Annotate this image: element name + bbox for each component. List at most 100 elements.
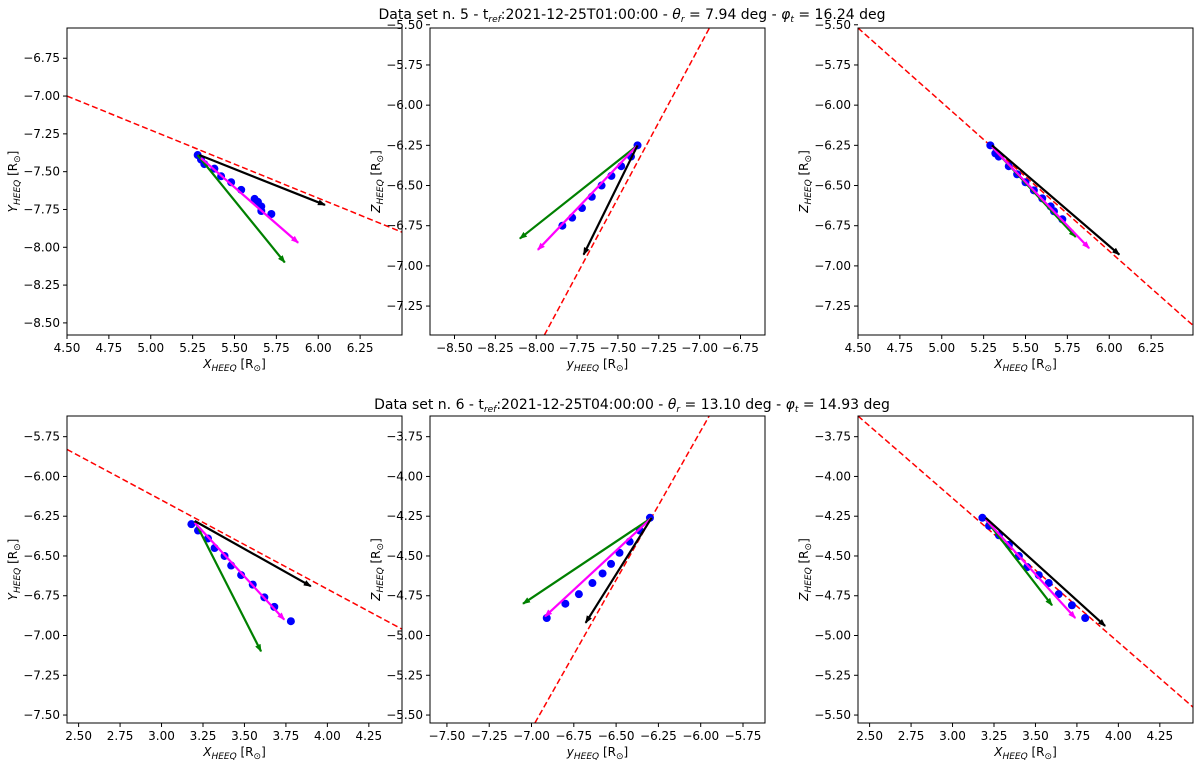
- y-tick-label: −6.50: [814, 179, 851, 193]
- x-tick-label: 5.75: [1054, 341, 1081, 355]
- data-point: [574, 590, 583, 599]
- x-tick-label: 3.25: [981, 729, 1008, 743]
- x-tick-label: −7.25: [471, 729, 508, 743]
- x-tick-label: −5.75: [725, 729, 762, 743]
- y-axis-label: ZHEEQ [R⊙]: [797, 150, 814, 214]
- plot-area: [858, 28, 1193, 326]
- green-arrow: [193, 520, 263, 653]
- x-tick-label: 2.50: [856, 729, 883, 743]
- x-tick-label: 3.75: [273, 729, 300, 743]
- green-arrow: [196, 154, 286, 264]
- data-point: [1081, 614, 1090, 623]
- y-tick-label: −7.25: [814, 299, 851, 313]
- axes-frame: [429, 27, 766, 336]
- data-point: [588, 579, 597, 588]
- x-tick-label: 4.50: [845, 341, 872, 355]
- data-point: [270, 602, 279, 611]
- x-tick-label: −6.75: [555, 729, 592, 743]
- y-tick-label: −4.50: [814, 549, 851, 563]
- data-point: [1067, 601, 1076, 610]
- x-tick-label: 4.00: [1105, 729, 1132, 743]
- fit-line: [67, 95, 402, 233]
- x-tick-label: 2.75: [898, 729, 925, 743]
- x-tick-label: −7.25: [640, 341, 677, 355]
- y-tick-label: −7.00: [814, 259, 851, 273]
- x-tick-label: 4.25: [355, 729, 382, 743]
- magenta-arrow: [984, 518, 1077, 619]
- y-tick-label: −4.00: [386, 469, 423, 483]
- y-tick-label: −7.00: [23, 89, 60, 103]
- y-axis-label: ZHEEQ [R⊙]: [369, 150, 386, 214]
- x-tick-label: 3.00: [939, 729, 966, 743]
- y-tick-label: −5.75: [386, 58, 423, 72]
- y-tick-label: −6.50: [386, 179, 423, 193]
- panel-6: 2.50 2.75 3.00 3.25 3.50 3.75 4.00 4.25 −3.75 −4.…: [797, 415, 1194, 762]
- x-tick-label: 3.25: [190, 729, 217, 743]
- x-axis-label: XHEEQ [R⊙]: [202, 357, 266, 374]
- x-tick-label: −8.50: [436, 341, 473, 355]
- data-point: [187, 520, 196, 529]
- x-tick-label: 2.50: [65, 729, 92, 743]
- y-tick-label: −4.50: [386, 549, 423, 563]
- x-tick-label: 4.75: [96, 341, 123, 355]
- y-tick-label: −4.75: [814, 589, 851, 603]
- data-point: [267, 210, 276, 219]
- y-tick-label: −5.00: [386, 629, 423, 643]
- y-tick-label: −6.00: [23, 469, 60, 483]
- x-tick-label: −8.25: [477, 341, 514, 355]
- x-tick-label: −8.00: [518, 341, 555, 355]
- magenta-arrow: [991, 146, 1090, 249]
- x-tick-label: 6.25: [347, 341, 374, 355]
- x-axis-label: XHEEQ [R⊙]: [993, 745, 1057, 762]
- x-tick-label: −7.00: [513, 729, 550, 743]
- x-axis-label: XHEEQ [R⊙]: [993, 357, 1057, 374]
- plot-area: [519, 28, 711, 335]
- panel-1: 4.50 4.75 5.00 5.25 5.50 5.75 6.00 6.25 −6.75 −7.…: [6, 27, 403, 374]
- green-arrow: [522, 516, 653, 605]
- black-arrow: [198, 154, 326, 206]
- magenta-arrow: [544, 516, 653, 618]
- x-tick-label: 4.00: [314, 729, 341, 743]
- x-tick-label: 3.00: [148, 729, 175, 743]
- y-tick-label: −6.75: [23, 589, 60, 603]
- panel-5: −7.50 −7.25 −7.00 −6.75 −6.50 −6.25 −6.00 −5.75…: [369, 415, 766, 762]
- y-axis-label: ZHEEQ [R⊙]: [369, 538, 386, 602]
- y-tick-label: −5.25: [386, 668, 423, 682]
- x-axis-label: yHEEQ [R⊙]: [566, 357, 628, 374]
- y-tick-label: −4.25: [386, 509, 423, 523]
- y-tick-label: −3.75: [814, 430, 851, 444]
- x-axis-label: yHEEQ [R⊙]: [566, 745, 628, 762]
- y-tick-label: −6.75: [386, 219, 423, 233]
- y-tick-label: −4.25: [814, 509, 851, 523]
- x-tick-label: 5.00: [928, 341, 955, 355]
- y-tick-label: −7.50: [23, 708, 60, 722]
- panel-2: −8.50 −8.25 −8.00 −7.75 −7.50 −7.25 −7.00 −6.75…: [369, 18, 766, 374]
- green-arrow: [519, 144, 639, 240]
- axes-frame: [857, 415, 1194, 724]
- fit-line: [858, 416, 1193, 708]
- y-tick-label: −5.25: [814, 668, 851, 682]
- green-arrow: [984, 518, 1053, 607]
- magenta-arrow: [193, 521, 286, 621]
- x-tick-label: 5.75: [263, 341, 290, 355]
- fit-line: [543, 28, 711, 335]
- data-point: [598, 569, 607, 578]
- black-arrow: [194, 520, 312, 588]
- fit-line: [534, 416, 710, 723]
- y-tick-label: −8.00: [23, 240, 60, 254]
- axes-frame: [429, 415, 766, 724]
- y-axis-label: YHEEQ [R⊙]: [6, 539, 23, 601]
- x-tick-label: 5.50: [221, 341, 248, 355]
- x-tick-label: −6.25: [640, 729, 677, 743]
- x-tick-label: 2.75: [107, 729, 134, 743]
- x-tick-label: −7.50: [429, 729, 466, 743]
- x-axis-label: XHEEQ [R⊙]: [202, 745, 266, 762]
- data-point: [227, 178, 236, 187]
- black-arrow: [991, 144, 1121, 256]
- x-tick-label: 5.25: [179, 341, 206, 355]
- panel-3: 4.50 4.75 5.00 5.25 5.50 5.75 6.00 6.25 −5.50 −5.…: [797, 18, 1194, 374]
- x-tick-label: 4.50: [54, 341, 81, 355]
- black-arrow: [584, 517, 653, 624]
- y-tick-label: −8.50: [23, 316, 60, 330]
